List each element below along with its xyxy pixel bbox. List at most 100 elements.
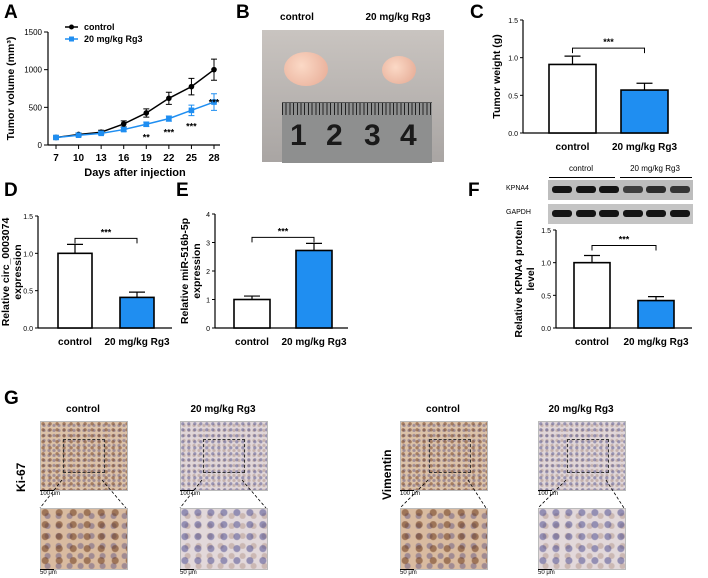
hist-header-3: control (426, 404, 460, 415)
significance-bracket (251, 236, 315, 243)
y-tick-label: 1.0 (541, 261, 551, 268)
scale-bar-100: 100 μm (40, 491, 61, 497)
y-tick-label: 0.5 (508, 93, 518, 100)
x-category-label: 20 mg/kg Rg3 (612, 142, 677, 153)
y-tick-label: 1 (206, 298, 210, 305)
ki67-control-low-mag (40, 421, 128, 491)
vimentin-treatment-low-mag (538, 421, 626, 491)
tumor-treatment (382, 56, 416, 84)
error-bar (129, 291, 145, 298)
y-tick-label: 1000 (24, 66, 42, 75)
y-tick-label: 0.0 (508, 131, 518, 138)
zoom-region (567, 439, 609, 473)
hist-header-1: control (66, 404, 100, 415)
bar-treatment (295, 249, 333, 329)
hist-header-4: 20 mg/kg Rg3 (548, 404, 614, 415)
x-tick-label: 25 (186, 153, 198, 164)
y-axis-label: expression (12, 244, 24, 299)
ruler-number: 4 (400, 119, 417, 152)
data-point (98, 130, 104, 137)
x-category-label: 20 mg/kg Rg3 (104, 337, 169, 348)
legend-marker (69, 24, 74, 30)
y-axis-label: expression (191, 243, 203, 298)
error-bar (584, 254, 600, 263)
x-axis-label: Days after injection (84, 167, 186, 179)
vimentin-control-low-mag (400, 421, 488, 491)
blot-band (599, 186, 619, 193)
significance-marker: *** (209, 97, 220, 107)
x-category-label: control (58, 337, 92, 348)
error-bar (564, 55, 581, 65)
panel-label-b: B (236, 2, 250, 23)
y-tick-label: 2 (206, 269, 210, 276)
y-tick-label: 0 (38, 141, 43, 150)
data-point (211, 99, 217, 105)
blot-gapdh (548, 204, 693, 224)
blot-line-treatment (620, 177, 692, 178)
ki67-treatment-low-mag (180, 421, 268, 491)
blot-band (622, 210, 643, 217)
zoom-connector-lines (39, 479, 625, 509)
y-tick-label: 0 (206, 326, 210, 333)
error-bar (244, 295, 260, 300)
ruler-number: 3 (364, 119, 381, 152)
bar-control (57, 252, 93, 329)
y-tick-label: 3 (206, 241, 210, 248)
significance-bracket (591, 244, 657, 251)
blot-header-treatment: 20 mg/kg Rg3 (630, 164, 680, 173)
circ-expression-bar-chart: 0.0 0.5 1.0 1.5 Relative circ_0003074 express… (0, 214, 172, 348)
scale-bar-50: 50 μm (40, 570, 57, 576)
error-bar (648, 296, 664, 301)
error-bar (636, 82, 653, 91)
y-tick-label: 0.5 (541, 293, 551, 300)
bar-control (573, 261, 611, 329)
x-category-label: control (556, 142, 590, 153)
blot-label-gapdh: GAPDH (506, 209, 531, 216)
data-point (120, 121, 127, 127)
legend-marker (69, 36, 74, 42)
bar-control (548, 63, 597, 134)
x-tick-label: 10 (73, 153, 85, 164)
y-tick-label: 1.5 (508, 18, 518, 25)
blot-band (622, 186, 643, 193)
zoom-region (203, 439, 245, 473)
scale-bar-100: 100 μm (538, 491, 559, 497)
x-tick-label: 22 (163, 153, 175, 164)
blot-band (599, 210, 619, 217)
panel-label-f: F (468, 180, 480, 201)
scale-bar-100: 100 μm (400, 491, 421, 497)
y-tick-label: 1500 (24, 28, 42, 37)
blot-band (575, 186, 596, 193)
y-tick-label: 1.5 (23, 214, 33, 221)
x-tick-label: 13 (96, 153, 108, 164)
data-point (53, 134, 59, 141)
series-line-control (55, 69, 215, 139)
significance-marker: *** (619, 234, 630, 244)
blot-label-kpna4: KPNA4 (506, 185, 529, 192)
zoom-region (63, 439, 105, 473)
x-tick-label: 28 (208, 153, 220, 164)
tumor-volume-line-chart: 0 500 1000 1500 7 10 13 16 19 22 25 28 Days after in… (5, 22, 220, 179)
vimentin-control-high-mag (400, 508, 488, 570)
series-line-treatment (55, 101, 215, 139)
kpna4-bar-chart: 0.0 0.5 1.0 1.5 Relative KPNA4 protein level c… (513, 220, 692, 348)
ruler: 1 2 3 4 (282, 102, 432, 163)
y-tick-label: 4 (206, 212, 210, 219)
x-tick-label: 7 (53, 153, 59, 164)
x-category-label: 20 mg/kg Rg3 (281, 337, 346, 348)
bar-treatment (620, 89, 669, 134)
legend-label: control (84, 22, 115, 32)
data-point (188, 83, 195, 90)
y-tick-label: 1.0 (508, 56, 518, 63)
y-axis-label: Relative miR-516b-5p (179, 218, 191, 324)
scale-bar-50: 50 μm (538, 570, 555, 576)
x-category-label: control (575, 337, 609, 348)
data-point (143, 121, 150, 128)
data-point (120, 126, 127, 133)
significance-marker: *** (603, 37, 614, 47)
y-tick-label: 1.0 (23, 251, 33, 258)
significance-bracket (572, 47, 645, 54)
blot-kpna4 (548, 180, 693, 200)
tumor-control (284, 52, 328, 86)
bar-treatment (119, 296, 155, 329)
